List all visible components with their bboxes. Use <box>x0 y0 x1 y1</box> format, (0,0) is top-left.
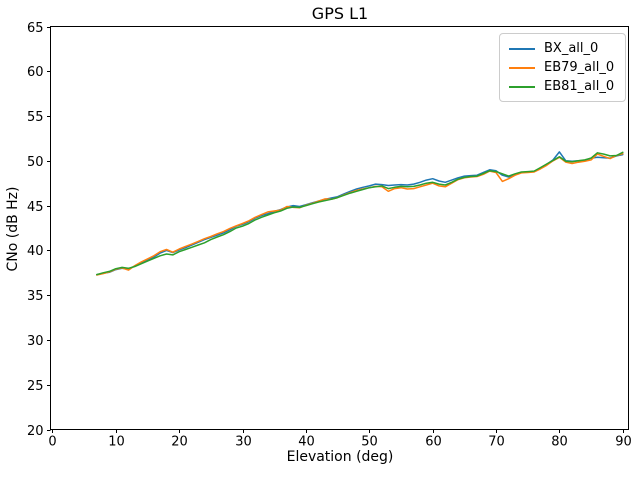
legend-item: EB81_all_0 <box>509 77 617 96</box>
legend-label: EB79_all_0 <box>544 60 615 75</box>
legend-item: EB79_all_0 <box>509 58 617 77</box>
y-tick-label: 40 <box>27 244 44 259</box>
y-tick-label: 20 <box>27 424 44 439</box>
y-tick-label: 60 <box>27 65 44 80</box>
x-tick-label: 10 <box>108 435 125 450</box>
x-tick-label: 60 <box>425 435 442 450</box>
y-tick-label: 35 <box>27 289 44 304</box>
x-tick-label: 90 <box>615 435 632 450</box>
legend-label: BX_all_0 <box>544 41 599 56</box>
x-tick-label: 30 <box>235 435 252 450</box>
legend-label: EB81_all_0 <box>544 79 615 94</box>
series-line-BX_all_0 <box>96 151 624 276</box>
legend-swatch-green <box>509 85 535 88</box>
x-tick-label: 80 <box>551 435 568 450</box>
y-tick-label: 65 <box>27 21 44 36</box>
x-axis-label: Elevation (deg) <box>286 449 394 465</box>
x-tick-label: 50 <box>361 435 378 450</box>
x-tick-label: 20 <box>171 435 188 450</box>
y-tick-label: 25 <box>27 379 44 394</box>
legend-swatch-blue <box>509 47 535 50</box>
x-tick-label: 0 <box>48 435 56 450</box>
y-tick-label: 50 <box>27 155 44 170</box>
x-tick-label: 40 <box>298 435 315 450</box>
y-tick-label: 55 <box>27 110 44 125</box>
legend-item: BX_all_0 <box>509 39 617 58</box>
series-line-EB79_all_0 <box>96 152 624 276</box>
y-axis-label: CNo (dB Hz) <box>5 186 21 272</box>
legend-swatch-orange <box>509 66 535 69</box>
legend: BX_all_0 EB79_all_0 EB81_all_0 <box>499 33 626 102</box>
y-tick-label: 30 <box>27 334 44 349</box>
x-tick-label: 70 <box>488 435 505 450</box>
axes-frame <box>50 26 629 430</box>
y-tick-label: 45 <box>27 200 44 215</box>
chart-title: GPS L1 <box>311 4 369 23</box>
series-line-EB81_all_0 <box>96 151 624 276</box>
